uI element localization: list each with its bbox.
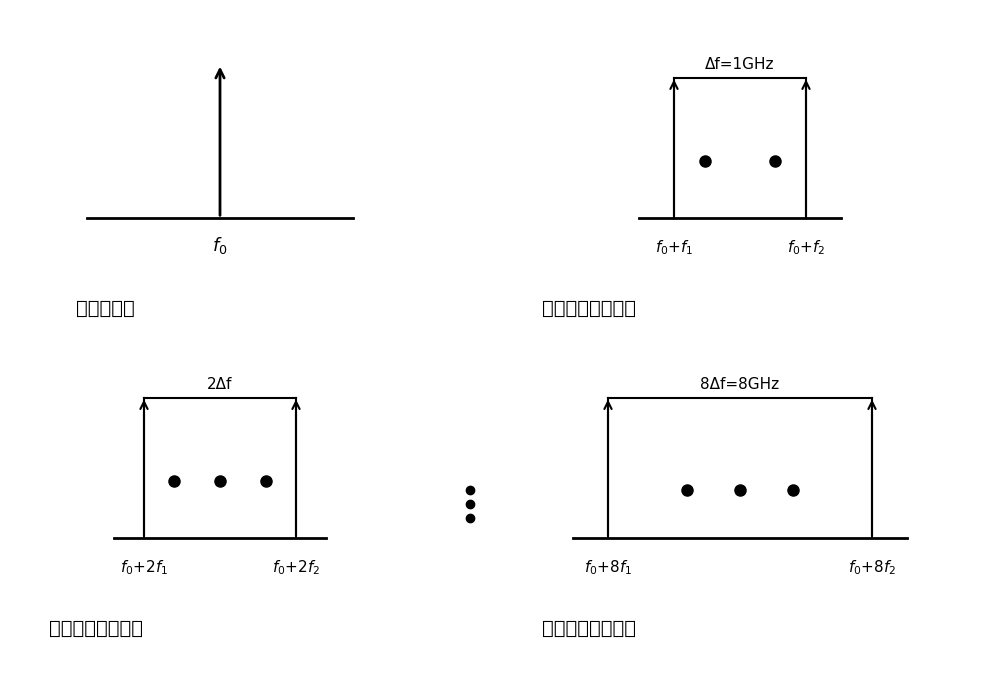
Text: 激光器输出: 激光器输出 [76, 299, 134, 318]
Text: $f_0$: $f_0$ [212, 236, 228, 256]
Text: 8Δf=8GHz: 8Δf=8GHz [700, 377, 780, 392]
Text: 第一次单边带调制: 第一次单边带调制 [542, 299, 636, 318]
Text: 第二次单边带调制: 第二次单边带调制 [49, 619, 143, 638]
Text: $f_0$+$8f_1$: $f_0$+$8f_1$ [584, 558, 632, 577]
Text: $f_0$+$f_1$: $f_0$+$f_1$ [655, 238, 693, 257]
Text: $f_0$+$8f_2$: $f_0$+$8f_2$ [848, 558, 896, 577]
Text: $f_0$+$f_2$: $f_0$+$f_2$ [787, 238, 825, 257]
Text: 2Δf: 2Δf [207, 377, 233, 392]
Text: Δf=1GHz: Δf=1GHz [705, 57, 775, 72]
Text: $f_0$+$2f_2$: $f_0$+$2f_2$ [272, 558, 320, 577]
Text: $f_0$+$2f_1$: $f_0$+$2f_1$ [120, 558, 168, 577]
Text: 第八次单边带调制: 第八次单边带调制 [542, 619, 636, 638]
